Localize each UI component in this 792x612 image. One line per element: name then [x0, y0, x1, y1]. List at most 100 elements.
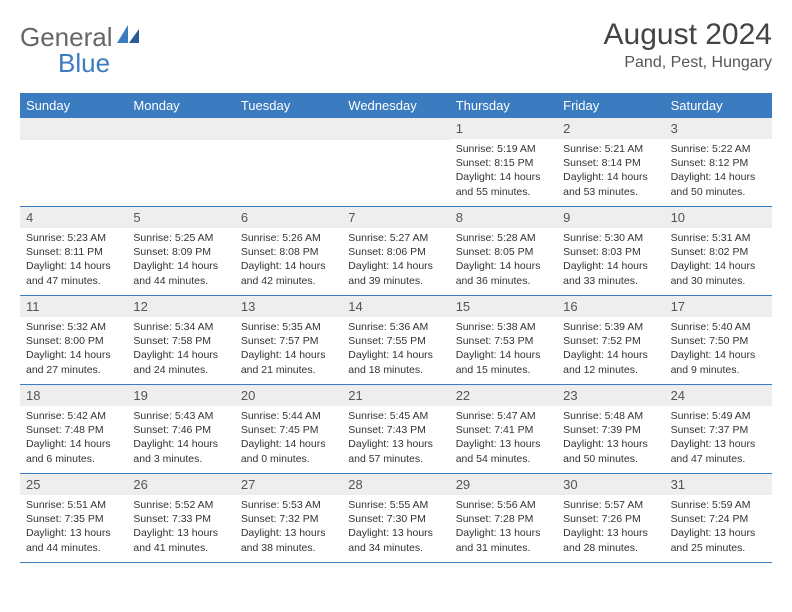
daylight-text: Daylight: 14 hours and 6 minutes.	[26, 437, 121, 465]
sunrise-text: Sunrise: 5:45 AM	[348, 409, 443, 423]
daylight-text: Daylight: 14 hours and 42 minutes.	[241, 259, 336, 287]
sunrise-text: Sunrise: 5:34 AM	[133, 320, 228, 334]
day-body: Sunrise: 5:21 AMSunset: 8:14 PMDaylight:…	[557, 139, 664, 203]
day-number: 13	[235, 296, 342, 317]
weekday-header: Tuesday	[235, 93, 342, 118]
day-body: Sunrise: 5:56 AMSunset: 7:28 PMDaylight:…	[450, 495, 557, 559]
week-row: 25Sunrise: 5:51 AMSunset: 7:35 PMDayligh…	[20, 474, 772, 563]
day-number: 10	[665, 207, 772, 228]
day-empty	[342, 118, 449, 140]
day-number: 26	[127, 474, 234, 495]
sunrise-text: Sunrise: 5:52 AM	[133, 498, 228, 512]
sunset-text: Sunset: 7:37 PM	[671, 423, 766, 437]
day-cell: 9Sunrise: 5:30 AMSunset: 8:03 PMDaylight…	[557, 207, 664, 295]
sunrise-text: Sunrise: 5:31 AM	[671, 231, 766, 245]
day-body: Sunrise: 5:35 AMSunset: 7:57 PMDaylight:…	[235, 317, 342, 381]
sunset-text: Sunset: 8:00 PM	[26, 334, 121, 348]
day-number: 1	[450, 118, 557, 139]
day-body: Sunrise: 5:53 AMSunset: 7:32 PMDaylight:…	[235, 495, 342, 559]
sunset-text: Sunset: 8:08 PM	[241, 245, 336, 259]
location-text: Pand, Pest, Hungary	[604, 54, 772, 72]
weekday-header: Monday	[127, 93, 234, 118]
day-number: 8	[450, 207, 557, 228]
week-row: 4Sunrise: 5:23 AMSunset: 8:11 PMDaylight…	[20, 207, 772, 296]
day-cell: 23Sunrise: 5:48 AMSunset: 7:39 PMDayligh…	[557, 385, 664, 473]
day-number: 28	[342, 474, 449, 495]
day-body: Sunrise: 5:23 AMSunset: 8:11 PMDaylight:…	[20, 228, 127, 292]
day-body: Sunrise: 5:26 AMSunset: 8:08 PMDaylight:…	[235, 228, 342, 292]
day-body: Sunrise: 5:31 AMSunset: 8:02 PMDaylight:…	[665, 228, 772, 292]
day-cell: 24 Sunrise: 5:49 AMSunset: 7:37 PMDayligh…	[665, 385, 772, 473]
day-empty	[127, 118, 234, 140]
sunset-text: Sunset: 7:41 PM	[456, 423, 551, 437]
day-number: 27	[235, 474, 342, 495]
sunset-text: Sunset: 7:24 PM	[671, 512, 766, 526]
sunrise-text: Sunrise: 5:30 AM	[563, 231, 658, 245]
day-cell: 4Sunrise: 5:23 AMSunset: 8:11 PMDaylight…	[20, 207, 127, 295]
day-number: 21	[342, 385, 449, 406]
logo-text-2: Blue	[58, 48, 110, 79]
sunrise-text: Sunrise: 5:35 AM	[241, 320, 336, 334]
day-cell: 15Sunrise: 5:38 AMSunset: 7:53 PMDayligh…	[450, 296, 557, 384]
sunset-text: Sunset: 7:33 PM	[133, 512, 228, 526]
sunset-text: Sunset: 7:39 PM	[563, 423, 658, 437]
daylight-text: Daylight: 13 hours and 41 minutes.	[133, 526, 228, 554]
day-cell: 3Sunrise: 5:22 AMSunset: 8:12 PMDaylight…	[665, 118, 772, 206]
day-number: 14	[342, 296, 449, 317]
sunset-text: Sunset: 7:28 PM	[456, 512, 551, 526]
logo-sail-icon	[117, 25, 139, 50]
day-cell: 29Sunrise: 5:56 AMSunset: 7:28 PMDayligh…	[450, 474, 557, 562]
sunset-text: Sunset: 7:58 PM	[133, 334, 228, 348]
sunset-text: Sunset: 8:12 PM	[671, 156, 766, 170]
sunrise-text: Sunrise: 5:42 AM	[26, 409, 121, 423]
day-number: 19	[127, 385, 234, 406]
sunset-text: Sunset: 8:05 PM	[456, 245, 551, 259]
sunrise-text: Sunrise: 5:51 AM	[26, 498, 121, 512]
daylight-text: Daylight: 13 hours and 54 minutes.	[456, 437, 551, 465]
sunset-text: Sunset: 7:55 PM	[348, 334, 443, 348]
sunrise-text: Sunrise: 5:59 AM	[671, 498, 766, 512]
sunset-text: Sunset: 8:06 PM	[348, 245, 443, 259]
week-row: 11Sunrise: 5:32 AMSunset: 8:00 PMDayligh…	[20, 296, 772, 385]
day-number: 29	[450, 474, 557, 495]
weekday-header: Saturday	[665, 93, 772, 118]
sunrise-text: Sunrise: 5:25 AM	[133, 231, 228, 245]
daylight-text: Daylight: 13 hours and 44 minutes.	[26, 526, 121, 554]
day-cell: 10Sunrise: 5:31 AMSunset: 8:02 PMDayligh…	[665, 207, 772, 295]
sunrise-text: Sunrise: 5:55 AM	[348, 498, 443, 512]
day-body: Sunrise: 5:40 AMSunset: 7:50 PMDaylight:…	[665, 317, 772, 381]
daylight-text: Daylight: 14 hours and 44 minutes.	[133, 259, 228, 287]
day-empty	[235, 118, 342, 140]
sunset-text: Sunset: 8:15 PM	[456, 156, 551, 170]
daylight-text: Daylight: 14 hours and 24 minutes.	[133, 348, 228, 376]
daylight-text: Daylight: 14 hours and 55 minutes.	[456, 170, 551, 198]
day-cell: 28Sunrise: 5:55 AMSunset: 7:30 PMDayligh…	[342, 474, 449, 562]
sunrise-text: Sunrise: 5:49 AM	[671, 409, 766, 423]
daylight-text: Daylight: 14 hours and 53 minutes.	[563, 170, 658, 198]
day-number: 24	[665, 385, 772, 406]
day-cell: 17Sunrise: 5:40 AMSunset: 7:50 PMDayligh…	[665, 296, 772, 384]
weekday-header: Sunday	[20, 93, 127, 118]
day-cell: 13Sunrise: 5:35 AMSunset: 7:57 PMDayligh…	[235, 296, 342, 384]
daylight-text: Daylight: 13 hours and 47 minutes.	[671, 437, 766, 465]
sunset-text: Sunset: 7:45 PM	[241, 423, 336, 437]
daylight-text: Daylight: 13 hours and 50 minutes.	[563, 437, 658, 465]
sunset-text: Sunset: 7:46 PM	[133, 423, 228, 437]
day-body: Sunrise: 5:28 AMSunset: 8:05 PMDaylight:…	[450, 228, 557, 292]
day-number: 6	[235, 207, 342, 228]
week-row: 1Sunrise: 5:19 AMSunset: 8:15 PMDaylight…	[20, 118, 772, 207]
day-cell: 7Sunrise: 5:27 AMSunset: 8:06 PMDaylight…	[342, 207, 449, 295]
day-number: 4	[20, 207, 127, 228]
sunset-text: Sunset: 7:50 PM	[671, 334, 766, 348]
weekday-header-row: SundayMondayTuesdayWednesdayThursdayFrid…	[20, 93, 772, 118]
day-body: Sunrise: 5:36 AMSunset: 7:55 PMDaylight:…	[342, 317, 449, 381]
day-number: 11	[20, 296, 127, 317]
day-cell: 2Sunrise: 5:21 AMSunset: 8:14 PMDaylight…	[557, 118, 664, 206]
daylight-text: Daylight: 14 hours and 50 minutes.	[671, 170, 766, 198]
sunrise-text: Sunrise: 5:47 AM	[456, 409, 551, 423]
day-empty	[20, 118, 127, 140]
sunset-text: Sunset: 8:02 PM	[671, 245, 766, 259]
weekday-header: Thursday	[450, 93, 557, 118]
title-block: August 2024 Pand, Pest, Hungary	[604, 18, 772, 72]
daylight-text: Daylight: 14 hours and 3 minutes.	[133, 437, 228, 465]
